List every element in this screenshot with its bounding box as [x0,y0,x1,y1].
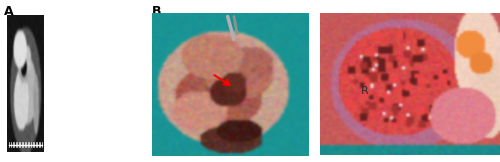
Text: R: R [361,86,369,96]
Text: A: A [4,5,14,18]
Text: B: B [152,5,161,18]
